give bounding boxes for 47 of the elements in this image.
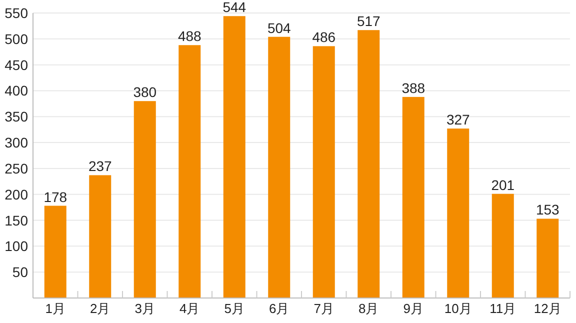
x-tick-label: 9月 (403, 301, 424, 316)
y-tick-label: 400 (4, 82, 28, 99)
x-tick-label: 6月 (269, 301, 290, 316)
x-tick-label: 2月 (90, 301, 110, 316)
x-tick-label: 8月 (358, 301, 379, 316)
y-tick-label: 150 (4, 212, 28, 228)
data-label: 380 (133, 84, 157, 100)
x-tick-label: 7月 (314, 301, 334, 316)
bar (536, 218, 559, 298)
y-tick-label: 300 (4, 134, 28, 151)
bar (44, 206, 66, 298)
bar (89, 175, 112, 298)
x-tick-label: 5月 (224, 301, 244, 316)
bar (223, 16, 246, 298)
data-label: 237 (88, 158, 112, 174)
x-tick-label: 1月 (45, 301, 66, 316)
x-tick-label: 4月 (180, 301, 200, 316)
y-tick-label: 450 (4, 56, 28, 73)
y-tick-label: 350 (4, 108, 28, 125)
y-tick-label: 250 (4, 160, 28, 176)
x-tick-label: 12月 (534, 301, 562, 316)
bar (268, 36, 290, 298)
data-label: 178 (44, 188, 68, 205)
data-label: 517 (356, 13, 381, 30)
data-label: 201 (491, 176, 515, 193)
bar (178, 45, 201, 298)
data-label: 153 (536, 202, 560, 218)
bar (492, 194, 514, 298)
bar (312, 46, 335, 298)
y-tick-label: 50 (12, 264, 28, 280)
y-tick-label: 100 (4, 238, 28, 254)
bar (402, 96, 424, 298)
data-label: 486 (312, 29, 336, 46)
x-tick-label: 11月 (490, 301, 516, 316)
y-tick-label: 550 (4, 5, 28, 21)
bar (447, 128, 470, 298)
data-label: 488 (178, 28, 202, 44)
y-tick-label: 200 (4, 186, 28, 202)
x-tick-label: 10月 (444, 301, 472, 316)
bar (134, 101, 156, 298)
data-label: 544 (222, 0, 246, 16)
data-label: 327 (446, 112, 470, 128)
data-label: 504 (267, 20, 292, 36)
data-label: 388 (402, 80, 426, 96)
y-tick-label: 500 (4, 30, 28, 47)
x-tick-label: 3月 (134, 301, 155, 316)
bar (358, 30, 380, 298)
